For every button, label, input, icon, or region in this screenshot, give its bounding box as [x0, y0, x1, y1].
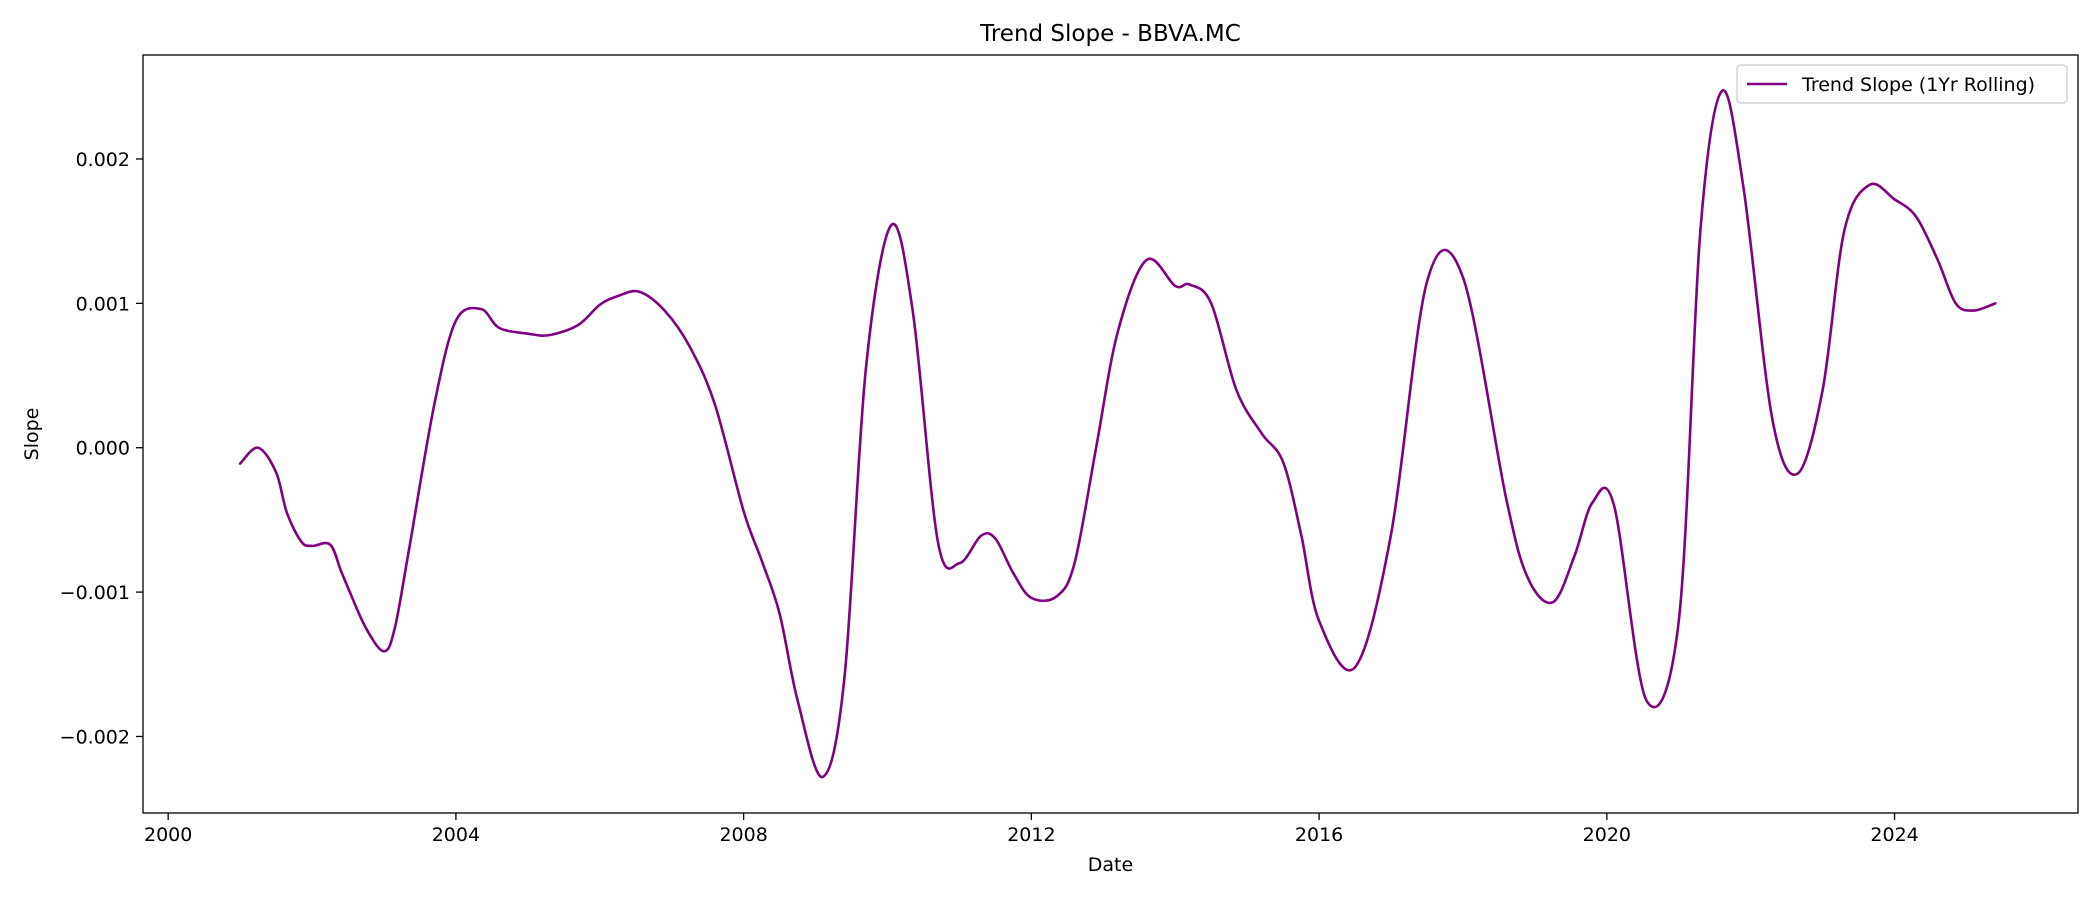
- axes-frame: [142, 54, 2079, 814]
- x-tick-label: 2000: [144, 824, 192, 846]
- y-tick-label: 0.000: [76, 438, 130, 460]
- y-tick-label: 0.002: [76, 149, 130, 171]
- y-axis-label: Slope: [21, 408, 43, 461]
- y-tick-label: 0.001: [76, 293, 130, 315]
- series-line-0: [238, 89, 1997, 779]
- x-tick-label: 2024: [1870, 824, 1918, 846]
- x-tick-label: 2008: [719, 824, 767, 846]
- axes: 2000 2004 2008 2012 2016 2020 2024 −0.002 −0.001…: [60, 54, 2079, 846]
- legend-label: Trend Slope (1Yr Rolling): [1801, 74, 2035, 96]
- x-tick-label: 2020: [1583, 824, 1631, 846]
- plot-area: [238, 89, 1997, 779]
- x-axis-label: Date: [1088, 854, 1133, 876]
- x-tick-label: 2012: [1007, 824, 1055, 846]
- x-tick-label: 2016: [1295, 824, 1343, 846]
- chart-title: Trend Slope - BBVA.MC: [979, 21, 1241, 47]
- legend: Trend Slope (1Yr Rolling): [1736, 64, 2068, 104]
- x-tick-label: 2004: [432, 824, 480, 846]
- y-tick-label: −0.001: [60, 582, 130, 604]
- y-tick-label: −0.002: [60, 726, 130, 748]
- legend-box: [1736, 64, 2068, 104]
